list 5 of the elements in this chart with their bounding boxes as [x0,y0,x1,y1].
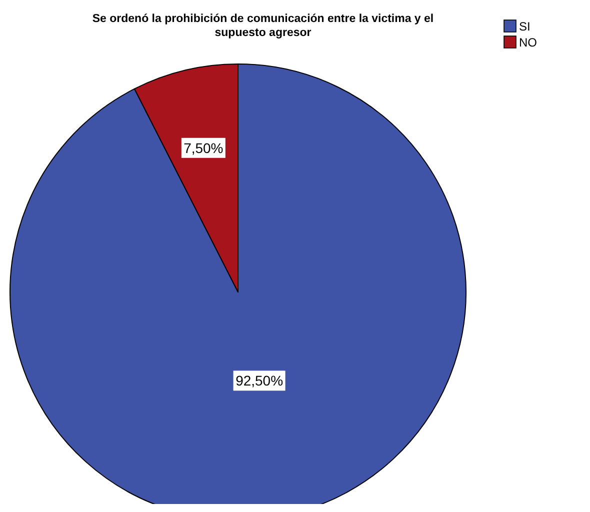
legend-label: SI [519,20,530,34]
chart-title: Se ordenó la prohibición de comunicación entre la victima y el supuesto agresor [92,13,434,39]
legend-label: NO [519,36,537,50]
data-label: 7,50% [184,140,224,156]
data-label: 92,50% [236,372,284,389]
